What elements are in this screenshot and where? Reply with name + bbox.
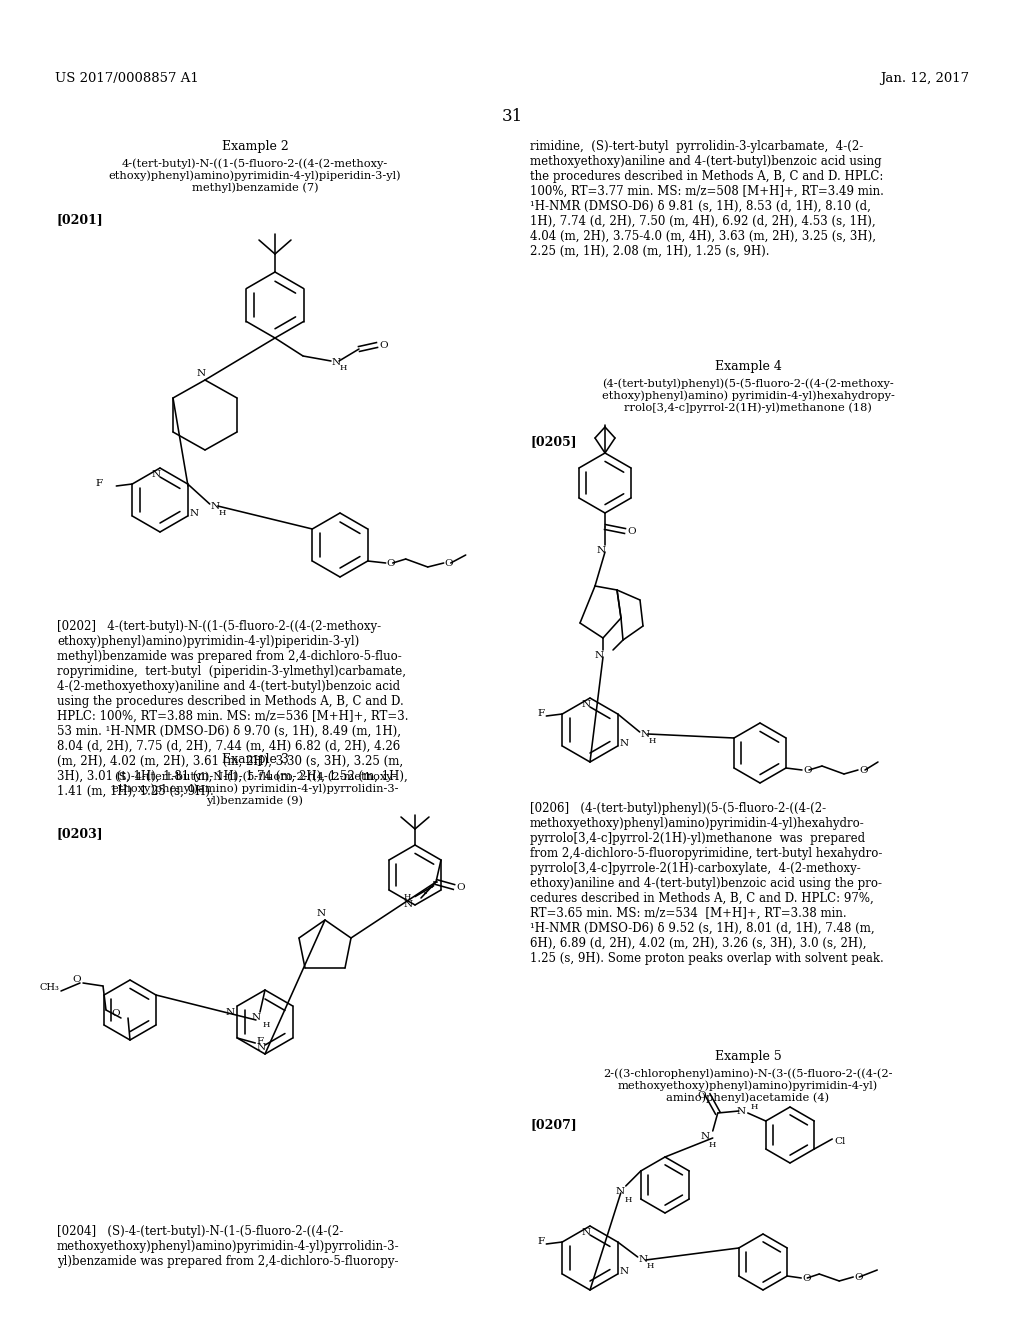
Text: N: N (225, 1008, 234, 1016)
Text: Example 3: Example 3 (221, 752, 289, 766)
Text: N: N (596, 546, 605, 554)
Text: N: N (615, 1187, 625, 1196)
Text: (4-(tert-butyl)phenyl)(5-(5-fluoro-2-((4-(2-methoxy-
ethoxy)phenyl)amino) pyrimi: (4-(tert-butyl)phenyl)(5-(5-fluoro-2-((4… (601, 378, 894, 413)
Text: H: H (647, 1262, 654, 1270)
Text: (S)-4-(tert-butyl)-N-(1-(5-fluoro-2-((4-(2-methoxy-
ethoxy)phenyl)amino) pyrimid: (S)-4-(tert-butyl)-N-(1-(5-fluoro-2-((4-… (112, 771, 398, 807)
Text: 31: 31 (502, 108, 522, 125)
Text: O: O (444, 558, 454, 568)
Text: Example 2: Example 2 (221, 140, 289, 153)
Text: N: N (595, 651, 603, 660)
Text: [0201]: [0201] (57, 213, 103, 226)
Text: CH₃: CH₃ (39, 982, 59, 991)
Text: O: O (803, 766, 812, 775)
Text: [0202]   4-(tert-butyl)-N-((1-(5-fluoro-2-((4-(2-methoxy-
ethoxy)phenyl)amino)py: [0202] 4-(tert-butyl)-N-((1-(5-fluoro-2-… (57, 620, 409, 799)
Text: O: O (697, 1092, 706, 1100)
Text: O: O (387, 558, 395, 568)
Text: H: H (403, 894, 411, 902)
Text: 4-(tert-butyl)-N-((1-(5-fluoro-2-((4-(2-methoxy-
ethoxy)phenyl)amino)pyrimidin-4: 4-(tert-butyl)-N-((1-(5-fluoro-2-((4-(2-… (109, 158, 401, 193)
Text: H: H (750, 1104, 758, 1111)
Text: N: N (152, 470, 161, 479)
Text: N: N (211, 502, 220, 511)
Text: N: N (256, 1043, 265, 1052)
Text: N: N (620, 1266, 629, 1275)
Text: H: H (625, 1196, 632, 1204)
Text: 2-((3-chlorophenyl)amino)-N-(3-((5-fluoro-2-((4-(2-
methoxyethoxy)phenyl)amino)p: 2-((3-chlorophenyl)amino)-N-(3-((5-fluor… (603, 1068, 893, 1104)
Text: O: O (627, 527, 636, 536)
Text: F: F (256, 1036, 263, 1045)
Text: N: N (736, 1106, 745, 1115)
Text: H: H (340, 364, 347, 372)
Text: N: N (620, 738, 629, 747)
Text: H: H (263, 1020, 270, 1030)
Text: O: O (112, 1010, 120, 1019)
Text: F: F (95, 479, 102, 488)
Text: N: N (641, 730, 650, 739)
Text: US 2017/0008857 A1: US 2017/0008857 A1 (55, 73, 199, 84)
Text: Example 4: Example 4 (715, 360, 781, 374)
Text: N: N (582, 1228, 591, 1237)
Text: O: O (456, 883, 465, 892)
Text: O: O (73, 974, 81, 983)
Text: [0203]: [0203] (57, 828, 103, 840)
Text: rimidine,  (S)-tert-butyl  pyrrolidin-3-ylcarbamate,  4-(2-
methoxyethoxy)anilin: rimidine, (S)-tert-butyl pyrrolidin-3-yl… (530, 140, 884, 257)
Text: [0207]: [0207] (530, 1118, 577, 1131)
Text: O: O (854, 1272, 863, 1282)
Text: N: N (197, 370, 206, 378)
Text: [0205]: [0205] (530, 436, 577, 447)
Text: H: H (219, 510, 226, 517)
Text: N: N (403, 900, 413, 909)
Text: Cl: Cl (835, 1137, 846, 1146)
Text: N: N (639, 1255, 648, 1265)
Text: N: N (582, 700, 591, 709)
Text: N: N (252, 1012, 260, 1022)
Text: N: N (332, 358, 341, 367)
Text: N: N (189, 508, 199, 517)
Text: [0204]   (S)-4-(tert-butyl)-N-(1-(5-fluoro-2-((4-(2-
methoxyethoxy)phenyl)amino): [0204] (S)-4-(tert-butyl)-N-(1-(5-fluoro… (57, 1225, 399, 1269)
Text: O: O (379, 341, 388, 350)
Text: Jan. 12, 2017: Jan. 12, 2017 (880, 73, 969, 84)
Text: O: O (859, 766, 867, 775)
Text: N: N (700, 1133, 710, 1140)
Text: H: H (649, 737, 656, 744)
Text: N: N (316, 909, 326, 917)
Text: [0206]   (4-(tert-butyl)phenyl)(5-(5-fluoro-2-((4-(2-
methoxyethoxy)phenyl)amino: [0206] (4-(tert-butyl)phenyl)(5-(5-fluor… (530, 803, 884, 965)
Text: F: F (538, 1238, 545, 1246)
Text: F: F (538, 710, 545, 718)
Text: O: O (802, 1274, 811, 1283)
Text: H: H (709, 1140, 716, 1148)
Text: Example 5: Example 5 (715, 1049, 781, 1063)
